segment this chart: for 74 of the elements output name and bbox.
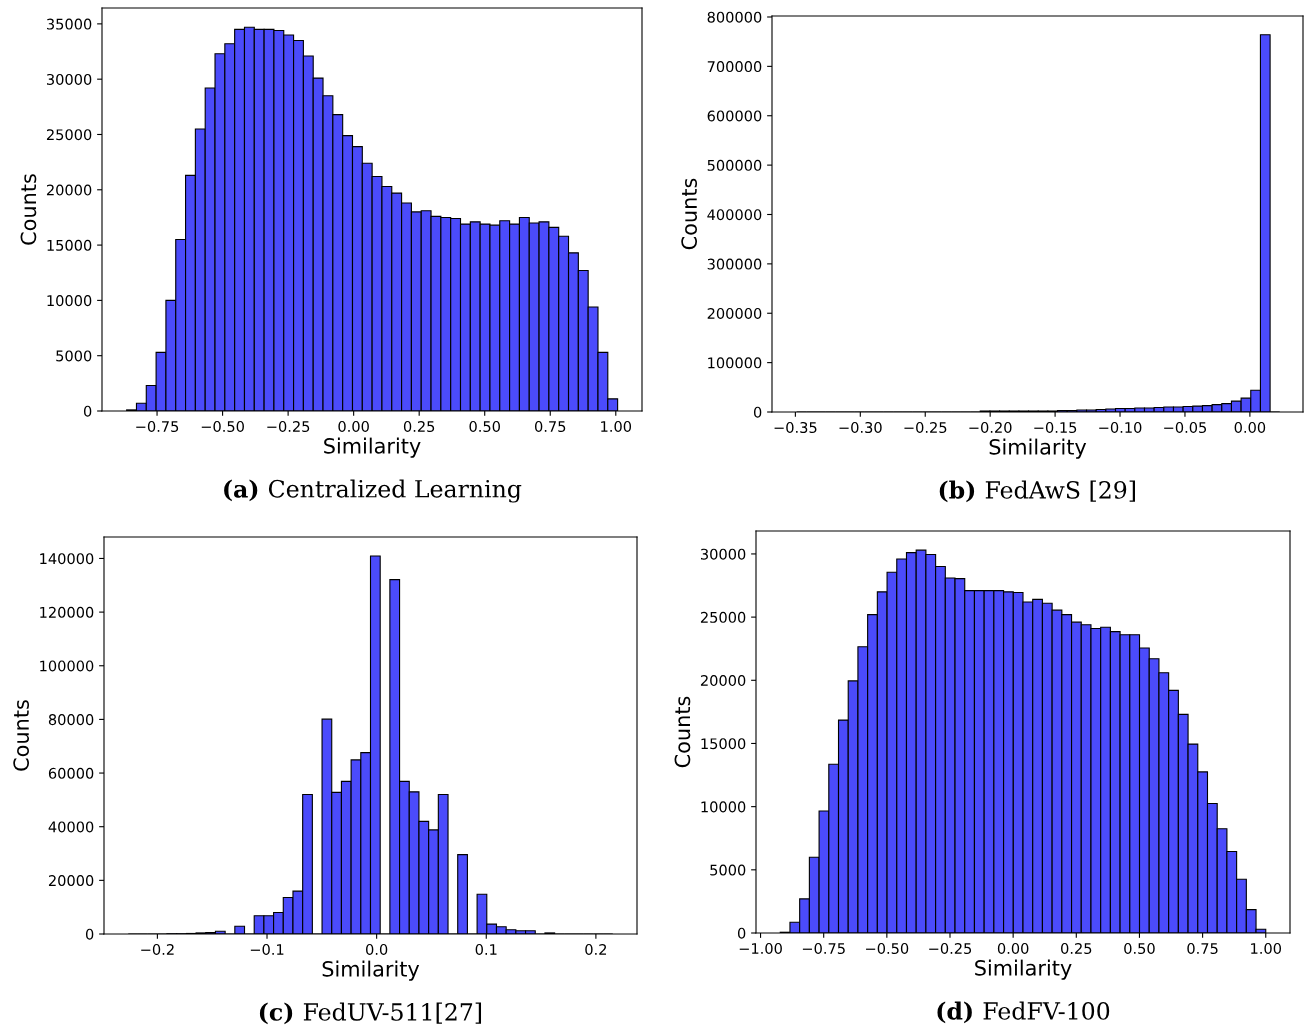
y-tick-label: 60000	[48, 767, 94, 779]
x-tick-label: −0.05	[1164, 421, 1207, 434]
x-tick-label: 0.00	[338, 420, 369, 433]
x-tick-label: 0.00	[997, 942, 1029, 955]
y-tick-label: 100000	[40, 660, 94, 672]
y-tick-label: 15000	[47, 239, 92, 251]
y-tick-label: 100000	[708, 357, 762, 369]
x-tick-label: −0.15	[1034, 421, 1077, 434]
x-tick-label: 0.75	[1187, 942, 1218, 955]
x-axis-title: Similarity	[324, 437, 421, 458]
y-tick-label: 15000	[701, 738, 746, 750]
y-axis-title: Counts	[681, 178, 698, 250]
y-tick-label: 400000	[707, 209, 762, 221]
x-tick-label: 1.00	[1251, 942, 1282, 955]
x-tick-label: −0.30	[839, 421, 882, 434]
y-axis-title: Counts	[674, 696, 691, 768]
y-tick-label: 40000	[48, 821, 94, 833]
y-tick-label: 0	[753, 406, 762, 418]
x-axis-title: Similarity	[975, 959, 1072, 980]
y-tick-label: 5000	[710, 864, 746, 876]
x-tick-label: −0.2	[141, 943, 174, 956]
y-tick-label: 600000	[707, 110, 762, 122]
x-tick-label: −0.75	[802, 942, 845, 955]
y-tick-label: 20000	[46, 184, 92, 196]
y-tick-label: 25000	[700, 611, 746, 623]
y-axis-title: Counts	[20, 174, 37, 245]
text: (c) FedUV-511[27]	[259, 1002, 482, 1025]
x-tick-label: 0.1	[475, 943, 497, 956]
x-tick-label: 0.50	[1124, 942, 1155, 955]
x-tick-label: −1.00	[739, 942, 782, 955]
y-tick-label: 25000	[46, 129, 92, 141]
x-tick-label: 0.75	[534, 420, 566, 433]
y-tick-label: 30000	[47, 73, 92, 85]
x-tick-label: −0.10	[1099, 421, 1142, 434]
y-tick-label: 500000	[707, 159, 762, 171]
x-tick-label: 0.50	[469, 420, 500, 433]
y-tick-label: 0	[85, 928, 94, 940]
y-tick-label: 800000	[707, 11, 762, 23]
y-tick-label: 30000	[701, 548, 746, 560]
y-tick-label: 140000	[40, 553, 94, 565]
x-axis-title: Similarity	[322, 960, 420, 981]
y-tick-label: 35000	[47, 18, 92, 30]
y-tick-label: 0	[83, 405, 92, 417]
x-tick-label: −0.35	[774, 421, 817, 434]
y-axis-title: Counts	[13, 700, 30, 771]
y-tick-label: 20000	[700, 675, 746, 687]
x-tick-label: −0.50	[866, 942, 909, 955]
y-tick-label: 200000	[707, 307, 762, 319]
text: (a) Centralized Learning	[224, 479, 522, 503]
text: (b) FedAwS [29]	[939, 480, 1135, 503]
y-tick-label: 10000	[47, 295, 92, 307]
x-tick-label: 0.25	[1061, 942, 1092, 955]
x-tick-label: −0.75	[136, 420, 179, 433]
y-tick-label: 300000	[707, 258, 762, 270]
y-tick-label: 0	[737, 927, 746, 939]
x-tick-label: 1.00	[601, 420, 632, 433]
y-tick-label: 5000	[56, 350, 92, 362]
x-axis-title: Similarity	[989, 438, 1087, 459]
y-tick-label: 10000	[701, 801, 746, 813]
x-tick-label: −0.25	[267, 420, 310, 433]
x-tick-label: 0.0	[366, 943, 388, 956]
x-tick-label: −0.50	[201, 420, 244, 433]
x-tick-label: −0.25	[929, 942, 972, 955]
y-tick-label: 120000	[40, 606, 94, 618]
x-tick-label: −0.1	[250, 943, 284, 956]
text: (d) FedFV-100	[937, 1001, 1110, 1024]
y-tick-label: 20000	[48, 875, 94, 887]
x-tick-label: 0.25	[403, 420, 435, 433]
x-tick-label: −0.20	[969, 421, 1012, 434]
x-tick-label: −0.25	[904, 421, 947, 434]
x-tick-label: 0.00	[1234, 421, 1266, 434]
y-tick-label: 80000	[48, 714, 94, 726]
y-tick-label: 700000	[707, 61, 762, 73]
x-tick-label: 0.2	[585, 943, 607, 956]
